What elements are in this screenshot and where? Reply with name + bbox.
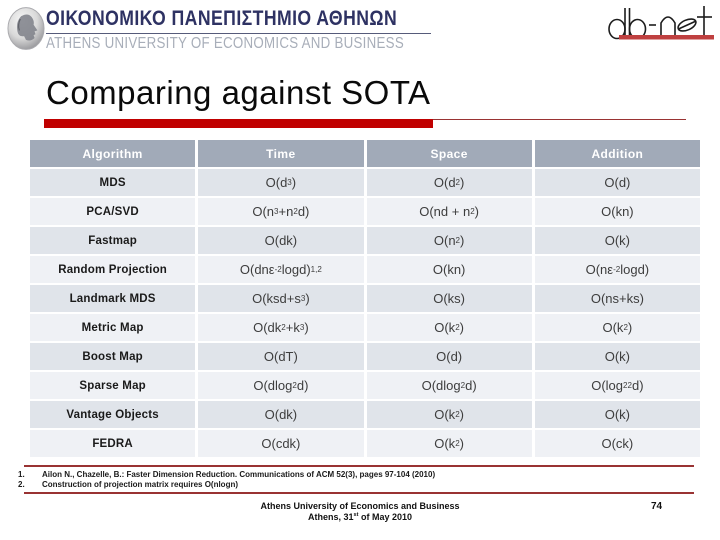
space-cell: O(nd + n 2) [366,198,532,225]
addition-cell: O(log 2 2 d) [534,372,700,399]
time-cell: O(cdk) [198,430,364,457]
footnote-text: Ailon N., Chazelle, B.: Faster Dimension… [42,470,436,479]
algorithm-cell: MDS [30,169,196,196]
footnote-number: 2. [18,480,25,489]
time-cell: O(dnε -2 logd) 1,2 [198,256,364,283]
addition-cell: O(k) [534,343,700,370]
space-cell: O(k 2) [366,430,532,457]
university-header-divider [46,33,431,34]
space-cell: O(ks) [366,285,532,312]
footnote-text: Construction of projection matrix requir… [42,480,239,489]
footer-date-line: Athens, 31st of May 2010 [307,511,412,522]
time-cell: O(dlog 2 d) [198,372,364,399]
space-cell: O(n 2) [366,227,532,254]
algorithm-cell: Landmark MDS [30,285,196,312]
footnote: 1. Ailon N., Chazelle, B.: Faster Dimensi… [18,470,678,480]
algorithm-cell: Random Projection [30,256,196,283]
table-row: Fastmap O(dk) O(n 2) O(k) [30,227,700,254]
addition-cell: O(nε -2 logd) [534,256,700,283]
addition-cell: O(k 2) [534,314,700,341]
time-cell: O(dT) [198,343,364,370]
aueb-coin-logo [7,6,45,56]
table-row: Random Projection O(dnε -2 logd) 1,2 O(kn) O(n… [30,256,700,283]
algorithm-cell: PCA/SVD [30,198,196,225]
algorithm-cell: Metric Map [30,314,196,341]
table-row: Landmark MDS O(ksd+s 3) O(ks) O(ns+ks) [30,285,700,312]
table-row: PCA/SVD O(n 3 +n 2 d) O(nd + n 2) O(kn) [30,198,700,225]
table-row: MDS O(d 3) O(d 2) O(d) [30,169,700,196]
column-header-addition: Addition [534,140,700,167]
university-name-greek: ΟΙΚΟΝΟΜΙΚΟ ΠΑΝΕΠΙΣΤΗΜΙΟ ΑΘΗΝΩΝ [46,7,398,30]
dbnet-logo-icon [608,6,714,40]
addition-cell: O(k) [534,227,700,254]
footer: Athens University of Economics and Busin… [0,501,720,522]
slide-title: Comparing against SOTA [46,74,431,111]
footnote: 2. Construction of projection matrix requ… [18,480,678,490]
footer-university-line: Athens University of Economics and Busin… [260,501,460,511]
algorithm-cell: FEDRA [30,430,196,457]
table-row: Metric Map O(dk 2 +k 3) O(k 2) O(k 2) [30,314,700,341]
algorithm-cell: Boost Map [30,343,196,370]
table-row: Sparse Map O(dlog 2 d) O(dlog 2 d) O(log 2 2 d) [30,372,700,399]
algorithm-cell: Sparse Map [30,372,196,399]
time-cell: O(ksd+s 3) [198,285,364,312]
time-cell: O(dk 2 +k 3) [198,314,364,341]
column-header-algorithm: Algorithm [30,140,196,167]
dbnet-logo [604,4,716,57]
footnote-number: 1. [18,470,25,479]
space-cell: O(d 2) [366,169,532,196]
algorithm-cell: Fastmap [30,227,196,254]
university-name-english: ATHENS UNIVERSITY OF ECONOMICS AND BUSIN… [46,35,404,52]
addition-cell: O(k) [534,401,700,428]
time-cell: O(d 3) [198,169,364,196]
column-header-space: Space [366,140,532,167]
coin-emblem-icon [7,7,45,50]
table-row: Vantage Objects O(dk) O(k 2) O(k) [30,401,700,428]
title-accent-bar [44,119,433,128]
footnotes: 1. Ailon N., Chazelle, B.: Faster Dimensi… [18,470,678,490]
time-cell: O(n 3 +n 2 d) [198,198,364,225]
space-cell: O(d) [366,343,532,370]
time-cell: O(dk) [198,227,364,254]
footnote-rule-top [24,465,694,467]
space-cell: O(kn) [366,256,532,283]
comparison-table: Algorithm Time Space Addition MDS O(d 3) O(… [30,140,700,457]
table-header-row: Algorithm Time Space Addition [30,140,700,167]
page-number: 74 [651,501,663,512]
table-row: FEDRA O(cdk) O(k 2) O(ck) [30,430,700,457]
space-cell: O(k 2) [366,401,532,428]
space-cell: O(dlog 2 d) [366,372,532,399]
column-header-time: Time [198,140,364,167]
addition-cell: O(ck) [534,430,700,457]
algorithm-cell: Vantage Objects [30,401,196,428]
table-row: Boost Map O(dT) O(d) O(k) [30,343,700,370]
table-body: MDS O(d 3) O(d 2) O(d) PCA/SVD O(n 3 +n 2 d) O(nd + … [30,169,700,457]
space-cell: O(k 2) [366,314,532,341]
time-cell: O(dk) [198,401,364,428]
university-header: ΟΙΚΟΝΟΜΙΚΟ ΠΑΝΕΠΙΣΤΗΜΙΟ ΑΘΗΝΩΝ ATHENS UN… [46,7,436,53]
addition-cell: O(ns+ks) [534,285,700,312]
footnote-rule-bottom [24,492,694,494]
addition-cell: O(kn) [534,198,700,225]
addition-cell: O(d) [534,169,700,196]
